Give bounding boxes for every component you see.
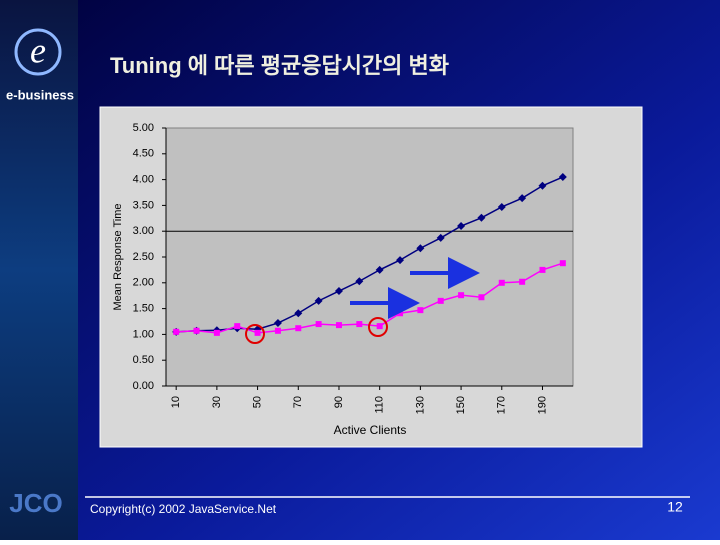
y-tick-label: 0.50 xyxy=(133,354,154,366)
x-tick-label: 130 xyxy=(414,396,426,414)
marker xyxy=(478,294,485,301)
x-tick-label: 110 xyxy=(374,396,386,414)
x-axis-label: Active Clients xyxy=(334,423,407,437)
logo-jco: JCO xyxy=(9,488,62,518)
y-tick-label: 1.50 xyxy=(133,303,154,315)
marker xyxy=(273,319,282,328)
plot: 0.00 0.50 1.00 1.50 2.00 2.50 3.00 3.50 4.00 4.50… xyxy=(133,122,573,414)
marker xyxy=(538,181,547,190)
y-axis-label: Mean Response Time xyxy=(112,204,124,311)
annotations xyxy=(245,257,480,344)
marker xyxy=(295,325,302,332)
y-tick-label: 1.00 xyxy=(133,328,154,340)
marker xyxy=(234,323,241,330)
plot-area xyxy=(165,127,574,387)
y-tick-label: 0.00 xyxy=(133,380,154,392)
marker xyxy=(334,287,343,296)
logo-e: e xyxy=(30,30,46,70)
marker xyxy=(458,292,465,299)
marker xyxy=(436,233,445,242)
y-tick-label: 5.00 xyxy=(133,122,154,134)
x-tick-label: 90 xyxy=(333,396,345,408)
brand: e-business xyxy=(6,87,74,102)
marker xyxy=(539,266,546,273)
y-tick-label: 4.00 xyxy=(133,174,154,186)
copyright: Copyright(c) 2002 JavaService.Net xyxy=(90,502,277,516)
marker xyxy=(314,296,323,305)
marker xyxy=(315,321,322,328)
marker xyxy=(173,328,180,335)
marker xyxy=(558,173,567,182)
marker xyxy=(457,222,466,231)
marker xyxy=(477,213,486,222)
marker xyxy=(356,321,363,328)
side-strip xyxy=(0,0,78,540)
marker xyxy=(519,278,526,285)
highlight-circle xyxy=(245,324,265,344)
marker xyxy=(417,307,424,314)
marker xyxy=(397,310,404,317)
marker xyxy=(254,329,261,336)
x-tick-label: 10 xyxy=(170,396,182,408)
marker xyxy=(396,256,405,265)
marker xyxy=(376,323,383,330)
y-tick-label: 3.50 xyxy=(133,199,154,211)
x-tick-label: 170 xyxy=(496,396,508,414)
x-tick-label: 50 xyxy=(251,396,263,408)
page-number: 12 xyxy=(667,499,683,515)
x-tick-label: 70 xyxy=(292,396,304,408)
marker xyxy=(559,260,566,267)
marker xyxy=(193,327,200,334)
x-tick-label: 190 xyxy=(536,396,548,414)
marker xyxy=(274,327,281,334)
y-tick-label: 2.00 xyxy=(133,277,154,289)
y-tick-label: 3.00 xyxy=(133,225,154,237)
marker xyxy=(375,265,384,274)
marker xyxy=(335,322,342,329)
marker xyxy=(437,297,444,304)
marker xyxy=(416,244,425,253)
highlight-circle xyxy=(368,317,388,337)
slide-title: Tuning 에 따른 평균응답시간의 변화 xyxy=(110,53,449,78)
marker xyxy=(294,309,303,318)
marker xyxy=(518,194,527,203)
x-tick-label: 150 xyxy=(455,396,467,414)
marker xyxy=(355,277,364,286)
y-tick-label: 4.50 xyxy=(133,148,154,160)
marker xyxy=(498,279,505,286)
x-tick-label: 30 xyxy=(211,396,223,408)
marker xyxy=(213,329,220,336)
y-tick-label: 2.50 xyxy=(133,251,154,263)
logo-ring xyxy=(14,28,62,76)
marker xyxy=(497,202,506,211)
